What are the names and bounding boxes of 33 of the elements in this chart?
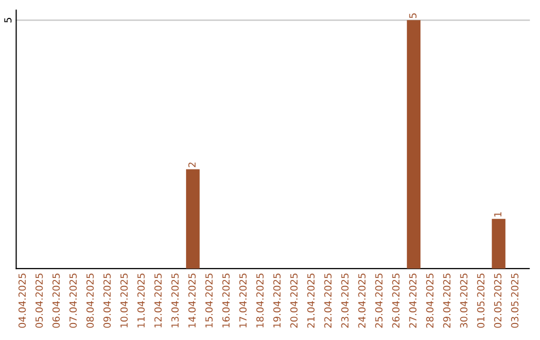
x-tick-label: 14.04.2025 — [188, 274, 196, 328]
data-label: 1 — [494, 212, 502, 216]
x-tick-label: 06.04.2025 — [52, 274, 60, 328]
x-tick-label: 09.04.2025 — [103, 274, 111, 328]
x-tick-label: 01.05.2025 — [477, 274, 484, 328]
x-tick-label: 16.04.2025 — [222, 274, 230, 328]
x-tick-label: 15.04.2025 — [205, 274, 213, 328]
x-tick-label: 17.04.2025 — [239, 274, 247, 328]
data-label: 5 — [409, 13, 417, 18]
x-tick-label: 03.05.2025 — [511, 274, 518, 328]
x-tick-label: 12.04.2025 — [154, 274, 162, 328]
x-tick-label: 27.04.2025 — [409, 274, 417, 328]
x-tick-label: 24.04.2025 — [358, 274, 366, 328]
x-tick-label: 04.04.2025 — [18, 274, 26, 328]
data-label: 2 — [188, 162, 196, 168]
x-tick-label: 13.04.2025 — [171, 274, 179, 328]
x-tick-label: 21.04.2025 — [307, 274, 315, 328]
x-tick-label: 26.04.2025 — [392, 274, 400, 328]
x-tick-label: 19.04.2025 — [273, 274, 281, 328]
x-tick-label: 23.04.2025 — [341, 274, 349, 328]
x-tick-label: 25.04.2025 — [375, 274, 383, 328]
x-tick-label: 02.05.2025 — [494, 274, 502, 328]
x-tick-label: 08.04.2025 — [86, 274, 94, 328]
x-tick-label: 20.04.2025 — [290, 274, 298, 328]
x-tick-label: 22.04.2025 — [324, 274, 332, 328]
x-tick-label: 05.04.2025 — [35, 274, 43, 328]
x-tick-label: 18.04.2025 — [256, 274, 264, 328]
x-tick-label: 29.04.2025 — [443, 274, 450, 328]
x-tick-label: 30.04.2025 — [460, 274, 468, 328]
x-tick-label: 11.04.2025 — [137, 274, 145, 328]
x-tick-label: 07.04.2025 — [69, 274, 77, 328]
x-tick-label: 28.04.2025 — [426, 274, 434, 328]
x-tick-label: 10.04.2025 — [120, 274, 128, 328]
